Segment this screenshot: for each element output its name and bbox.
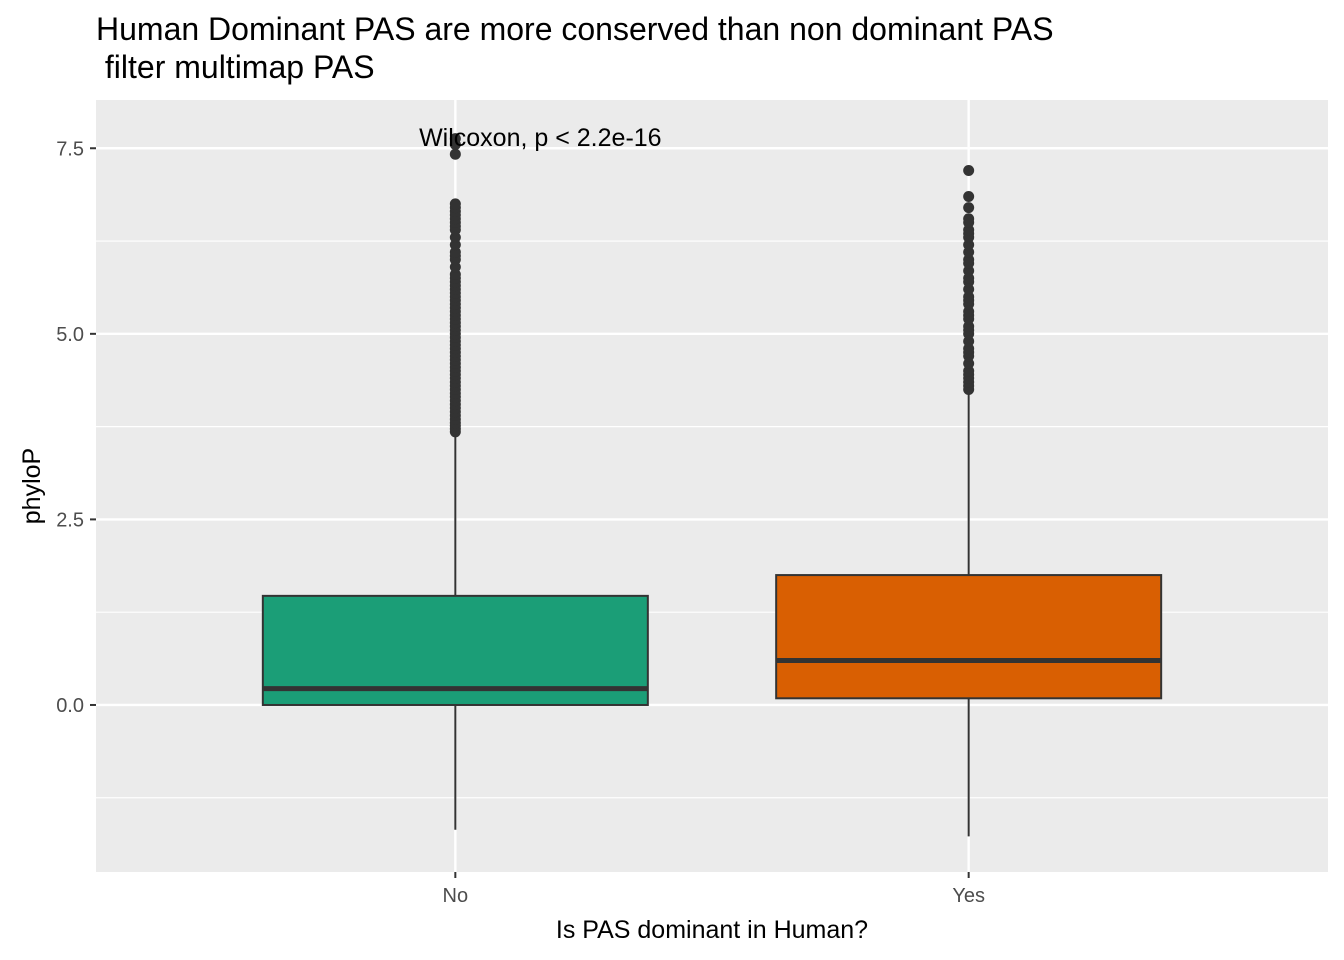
outlier-point	[449, 198, 461, 210]
plot-panel	[96, 100, 1328, 872]
x-tick-label: Yes	[952, 885, 985, 907]
chart-title: Human Dominant PAS are more conserved th…	[96, 11, 1054, 47]
x-tick-label: No	[443, 885, 469, 907]
y-axis: 0.0 2.5 5.0 7.5	[56, 138, 96, 717]
x-axis: No Yes	[443, 872, 985, 907]
box-series	[261, 390, 1163, 837]
box-no	[261, 433, 649, 830]
box-yes	[775, 390, 1163, 837]
y-tick-label: 5.0	[56, 324, 84, 346]
wilcoxon-annotation: Wilcoxon, p < 2.2e-16	[419, 124, 662, 152]
outlier-point	[963, 213, 975, 225]
y-tick-label: 7.5	[56, 138, 84, 160]
box-iqr	[775, 574, 1163, 700]
outlier-point	[963, 202, 975, 214]
y-axis-title: phyloP	[18, 448, 46, 524]
outlier-point	[963, 165, 975, 177]
chart-subtitle: filter multimap PAS	[96, 49, 375, 85]
outlier-points	[449, 133, 975, 438]
y-tick-label: 0.0	[56, 695, 84, 717]
outlier-point	[449, 133, 461, 145]
y-tick-label: 2.5	[56, 509, 84, 531]
outlier-point	[963, 191, 975, 202]
x-axis-title: Is PAS dominant in Human?	[556, 916, 868, 944]
outlier-point	[449, 148, 461, 160]
